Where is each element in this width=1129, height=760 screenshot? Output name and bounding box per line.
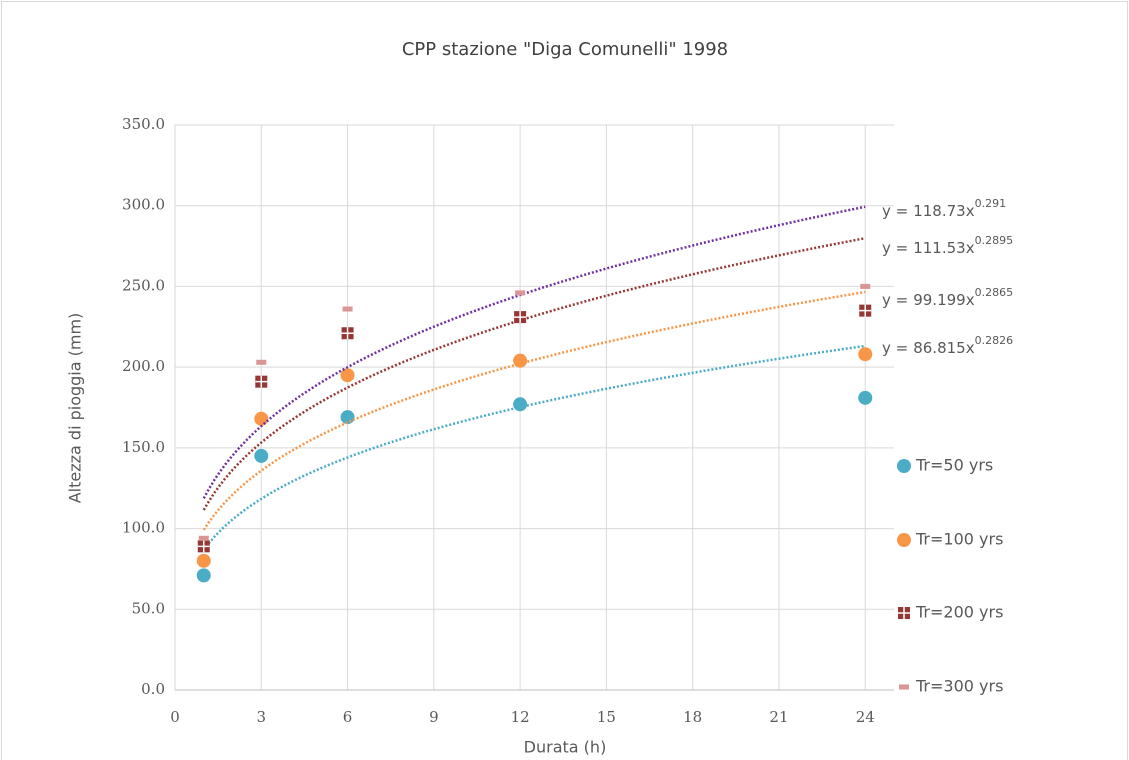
point xyxy=(341,327,354,340)
point xyxy=(859,304,872,317)
equation-coefficient: 99.199 xyxy=(913,291,966,309)
y-tick-label: 250.0 xyxy=(122,276,165,294)
y-tick-label: 50.0 xyxy=(132,599,165,617)
point xyxy=(342,306,353,312)
equation-var: x xyxy=(966,291,975,309)
equation-lhs: y = xyxy=(882,239,908,257)
trendline xyxy=(202,236,866,511)
y-axis-label: Altezza di pioggia (mm) xyxy=(66,313,85,504)
x-tick-label: 6 xyxy=(343,708,353,726)
y-tick-label: 0.0 xyxy=(141,680,165,698)
point xyxy=(514,311,527,324)
point xyxy=(256,359,267,365)
y-tick-label: 300.0 xyxy=(122,196,165,214)
point xyxy=(858,347,873,362)
point xyxy=(858,390,873,405)
point xyxy=(513,353,528,368)
point xyxy=(198,535,209,541)
x-tick-label: 24 xyxy=(856,708,875,726)
y-tick-label: 150.0 xyxy=(122,438,165,456)
legend-label: Tr=200 yrs xyxy=(915,603,1003,622)
x-tick-label: 12 xyxy=(511,708,530,726)
legend-marker xyxy=(897,533,911,547)
equation-lhs: y = xyxy=(882,291,908,309)
point xyxy=(513,397,528,412)
point xyxy=(860,283,871,289)
x-tick-label: 0 xyxy=(170,708,180,726)
point xyxy=(196,568,211,583)
equation-coefficient: 86.815 xyxy=(913,339,966,357)
legend-label: Tr=100 yrs xyxy=(915,530,1003,549)
equation-exponent: 0.2865 xyxy=(975,286,1014,299)
marker-cross xyxy=(341,327,354,340)
equation-lhs: y = xyxy=(882,339,908,357)
marker-cross xyxy=(898,607,910,619)
point xyxy=(196,553,211,568)
equation-exponent: 0.2895 xyxy=(975,234,1014,247)
x-tick-label: 15 xyxy=(597,708,616,726)
marker-cross xyxy=(514,311,527,324)
x-tick-label: 9 xyxy=(429,708,439,726)
equation-coefficient: 118.73 xyxy=(913,202,966,220)
marker-cross xyxy=(859,304,872,317)
point xyxy=(254,448,269,463)
trendline-equation: y = 86.815x0.2826 xyxy=(882,334,1013,357)
trendline-equation: y = 118.73x0.291 xyxy=(882,197,1006,220)
point xyxy=(254,411,269,426)
y-tick-label: 200.0 xyxy=(122,357,165,375)
equation-var: x xyxy=(966,339,975,357)
x-tick-label: 3 xyxy=(257,708,267,726)
x-axis-label: Durata (h) xyxy=(524,738,607,757)
chart-title: CPP stazione "Diga Comunelli" 1998 xyxy=(402,39,728,60)
equation-lhs: y = xyxy=(882,202,908,220)
trendline xyxy=(202,205,866,499)
point xyxy=(515,290,526,296)
point xyxy=(340,368,355,383)
point xyxy=(340,410,355,425)
x-tick-label: 18 xyxy=(683,708,702,726)
equation-var: x xyxy=(966,239,975,257)
marker-cross xyxy=(197,540,210,553)
equation-var: x xyxy=(966,202,975,220)
legend-label: Tr=300 yrs xyxy=(915,677,1003,696)
trendline xyxy=(202,344,866,551)
legend-marker xyxy=(898,607,910,619)
x-tick-label: 21 xyxy=(769,708,788,726)
trendline-equation: y = 99.199x0.2865 xyxy=(882,286,1013,309)
equation-exponent: 0.291 xyxy=(975,197,1007,210)
legend-marker xyxy=(899,684,909,690)
equation-coefficient: 111.53 xyxy=(913,239,966,257)
y-tick-label: 100.0 xyxy=(122,519,165,537)
y-tick-label: 350.0 xyxy=(122,115,165,133)
legend-label: Tr=50 yrs xyxy=(915,456,993,475)
point xyxy=(255,375,268,388)
trendline xyxy=(202,290,866,531)
legend-marker xyxy=(897,459,911,473)
marker-cross xyxy=(255,375,268,388)
equation-exponent: 0.2826 xyxy=(975,334,1014,347)
trendline-equation: y = 111.53x0.2895 xyxy=(882,234,1013,257)
point xyxy=(197,540,210,553)
